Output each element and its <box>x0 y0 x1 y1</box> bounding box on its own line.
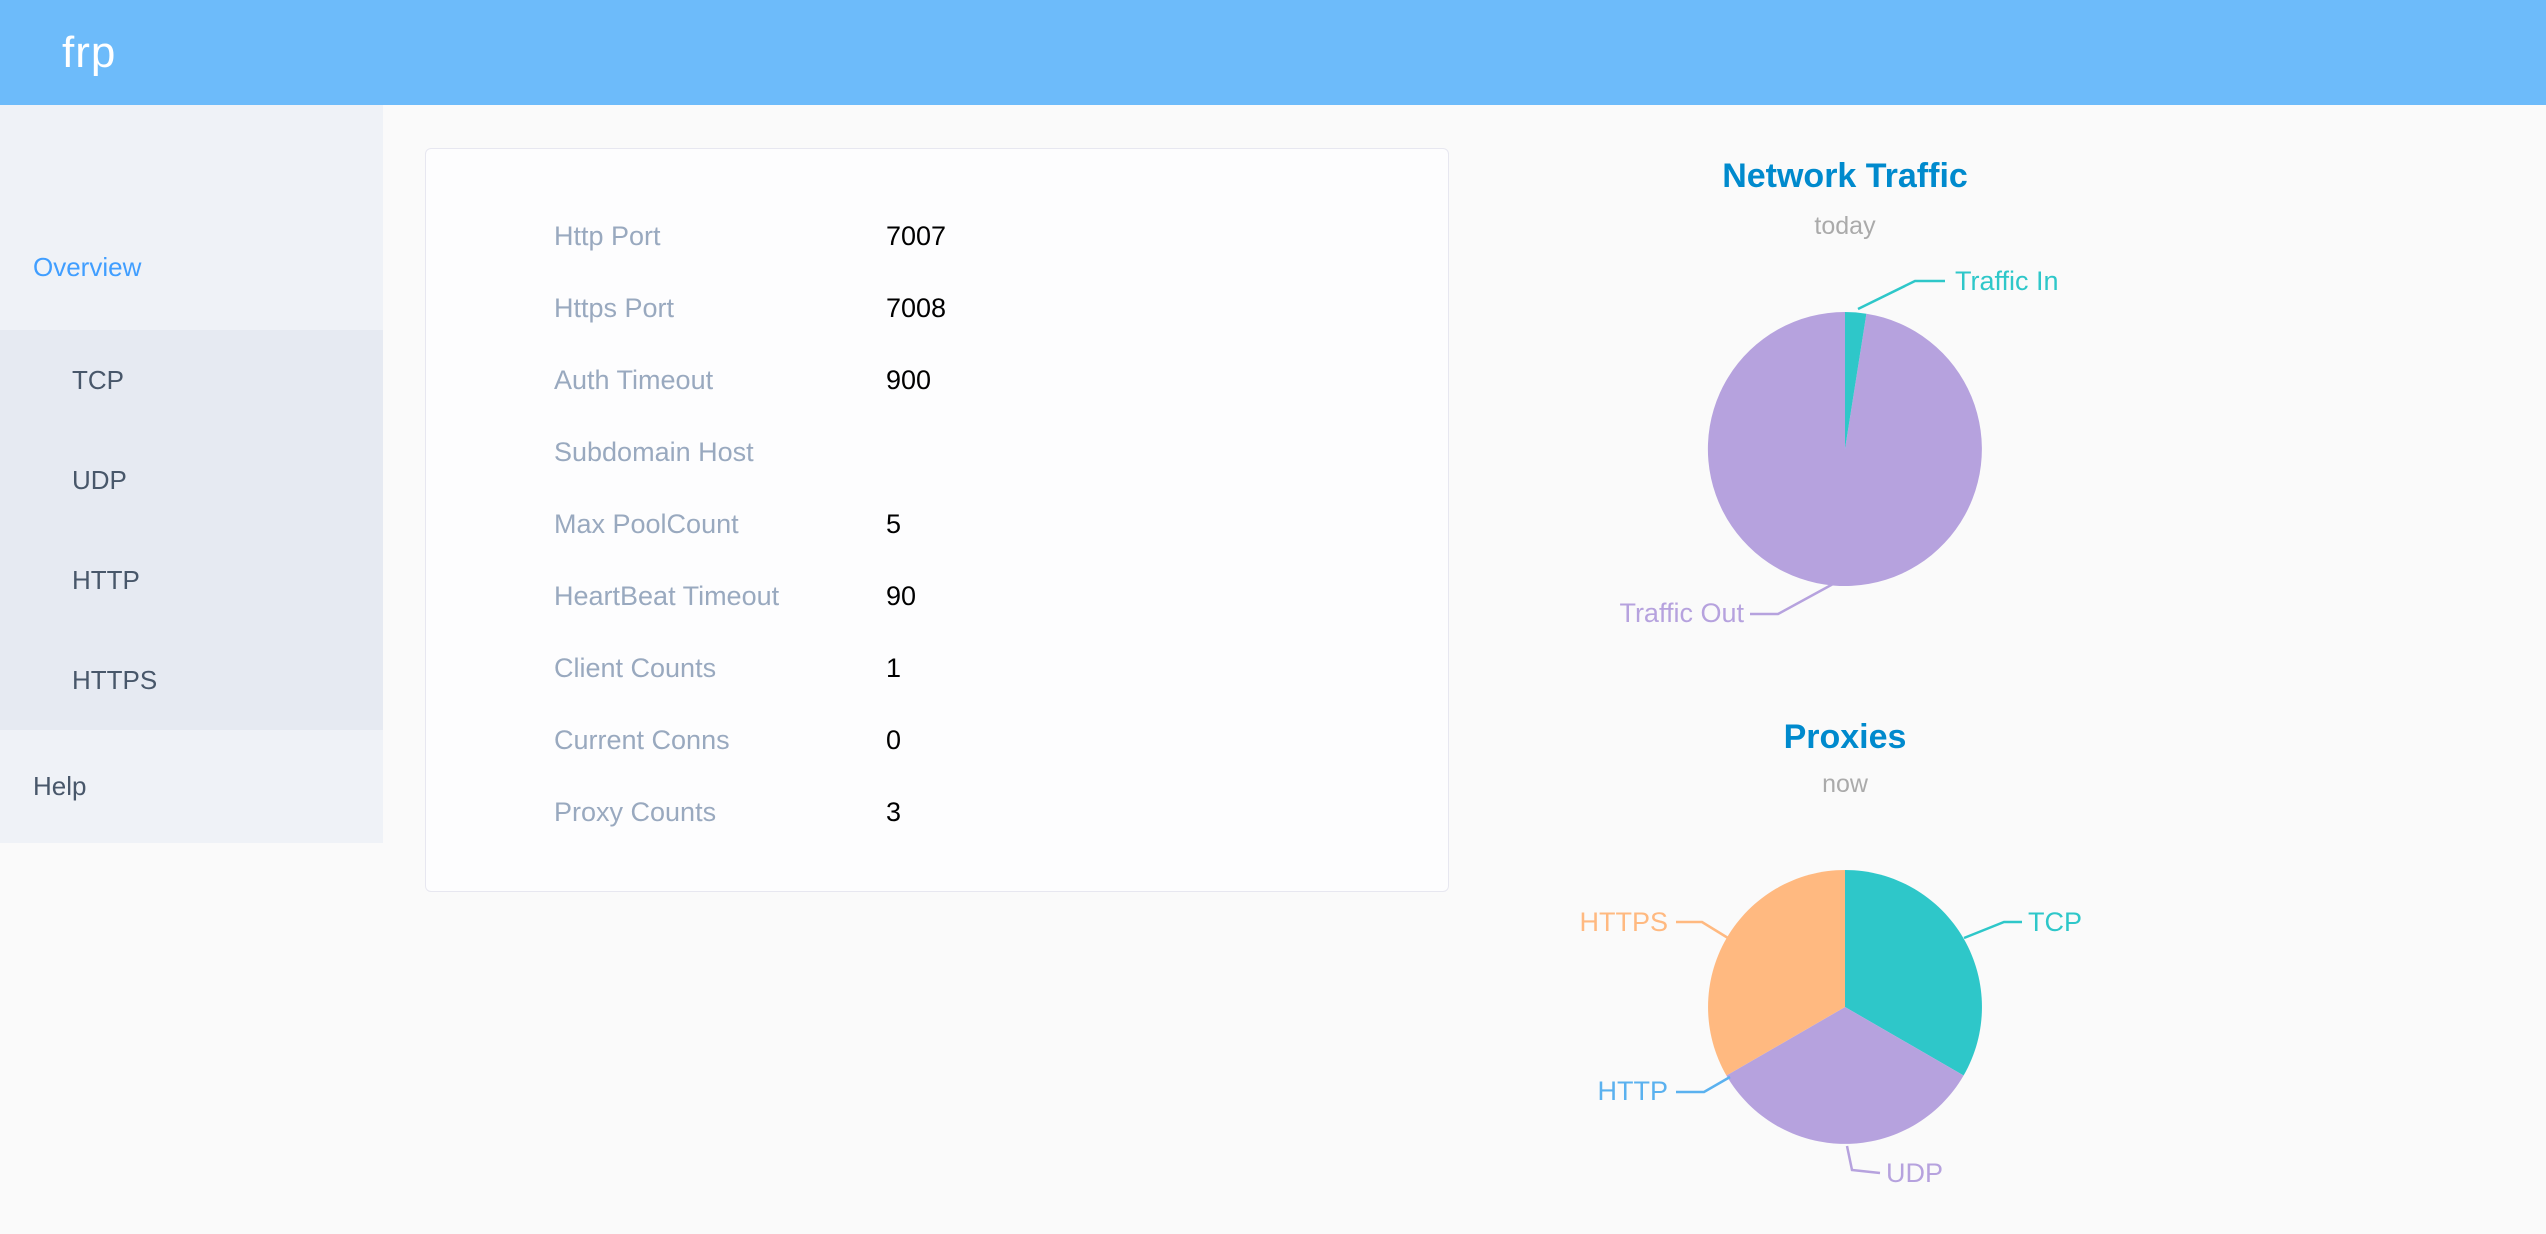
config-label: Client Counts <box>554 652 717 683</box>
config-value: 0 <box>886 724 902 755</box>
pie-label-traffic-in: Traffic In <box>1955 266 2059 296</box>
tcp-slice[interactable] <box>1845 870 1982 1076</box>
tcp-leader-line <box>1963 920 2022 940</box>
chart-subtitle: now <box>1822 770 1869 798</box>
config-value: 90 <box>886 580 917 611</box>
server-config-card: Http Port 7007 Https Port 7008 Auth Time… <box>425 148 1449 892</box>
sidebar-item-label: HTTPS <box>72 665 158 695</box>
network-traffic-chart: Network Traffic today Traffic In Traffic… <box>1619 157 2058 628</box>
http-leader-line <box>1676 1075 1731 1094</box>
config-row: Current Conns 0 <box>426 704 1448 776</box>
config-row: Client Counts 1 <box>426 632 1448 704</box>
pie-label-traffic-out: Traffic Out <box>1619 598 1744 628</box>
pie-label-udp: UDP <box>1886 1158 1943 1188</box>
udp-leader-line <box>1845 1145 1881 1175</box>
frp-logo: frp <box>62 28 117 77</box>
https-slice[interactable] <box>1708 870 1845 1076</box>
config-row: Proxy Counts 3 <box>426 776 1448 848</box>
sidebar-item-help[interactable]: Help <box>0 730 383 843</box>
proxies-chart: Proxies now TCP UDP HTTP HTTPS <box>1579 718 2082 1188</box>
config-value: 7007 <box>886 220 947 251</box>
config-label: HeartBeat Timeout <box>554 580 780 611</box>
config-label: Auth Timeout <box>554 364 714 395</box>
traffic-in-slice[interactable] <box>1845 312 1867 449</box>
pie-label-https: HTTPS <box>1579 907 1668 937</box>
config-row: Https Port 7008 <box>426 272 1448 344</box>
chart-subtitle: today <box>1814 212 1876 240</box>
config-row: HeartBeat Timeout 90 <box>426 560 1448 632</box>
config-label: Http Port <box>554 220 661 251</box>
chart-title: Proxies <box>1784 718 1907 756</box>
config-value: 900 <box>886 364 932 395</box>
sidebar-item-tcp[interactable]: TCP <box>0 330 383 430</box>
sidebar-item-udp[interactable]: UDP <box>0 430 383 530</box>
pie-label-http: HTTP <box>1598 1076 1669 1106</box>
config-value: 1 <box>886 652 902 683</box>
udp-slice[interactable] <box>1726 1007 1964 1144</box>
config-label: Max PoolCount <box>554 508 739 539</box>
config-label: Proxy Counts <box>554 796 717 827</box>
config-value: 7008 <box>886 292 947 323</box>
sidebar: Overview Proxies TCP UDP HTTP HTTPS <box>0 105 383 843</box>
https-leader-line <box>1676 920 1729 940</box>
traffic-out-slice[interactable] <box>1707 312 1982 586</box>
sidebar-item-label: HTTP <box>72 565 140 595</box>
pie-label-tcp: TCP <box>2028 907 2082 937</box>
charts-panel: Network Traffic today Traffic In Traffic… <box>1579 157 2082 1188</box>
sidebar-item-label: Overview <box>33 252 142 282</box>
sidebar-item-http[interactable]: HTTP <box>0 530 383 630</box>
traffic-in-leader-line <box>1857 279 1945 311</box>
config-value: 5 <box>886 508 902 539</box>
proxies-submenu: TCP UDP HTTP HTTPS <box>0 330 383 730</box>
sidebar-item-overview[interactable]: Overview <box>0 215 383 320</box>
config-row: Max PoolCount 5 <box>426 488 1448 560</box>
sidebar-item-label: UDP <box>72 465 127 495</box>
config-row: Auth Timeout 900 <box>426 344 1448 416</box>
traffic-out-leader-line <box>1750 582 1834 616</box>
sidebar-item-https[interactable]: HTTPS <box>0 630 383 730</box>
app-header: frp <box>0 0 2546 105</box>
config-label: Subdomain Host <box>554 436 754 467</box>
config-label: Https Port <box>554 292 675 323</box>
config-value: 3 <box>886 796 902 827</box>
config-row: Subdomain Host <box>426 416 1448 488</box>
chart-title: Network Traffic <box>1722 157 1968 195</box>
sidebar-item-label: TCP <box>72 365 124 395</box>
config-row: Http Port 7007 <box>426 200 1448 272</box>
sidebar-item-label: Help <box>33 771 87 801</box>
config-label: Current Conns <box>554 724 730 755</box>
